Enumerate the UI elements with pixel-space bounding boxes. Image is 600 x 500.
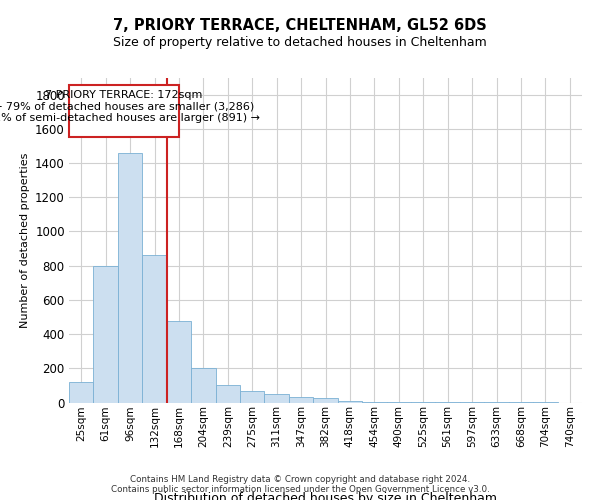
Bar (313, 398, 338, 402)
Text: Size of property relative to detached houses in Cheltenham: Size of property relative to detached ho… (113, 36, 487, 49)
Bar (69, 382, 94, 402)
FancyBboxPatch shape (69, 85, 179, 136)
Bar (118, 153, 142, 402)
X-axis label: Distribution of detached houses by size in Cheltenham: Distribution of detached houses by size … (154, 492, 497, 500)
Bar (338, 401, 362, 402)
Bar (240, 392, 265, 402)
Y-axis label: Number of detached properties: Number of detached properties (20, 152, 29, 328)
Bar (215, 386, 240, 402)
Bar (289, 396, 313, 402)
Bar (265, 394, 289, 402)
Text: 21% of semi-detached houses are larger (891) →: 21% of semi-detached houses are larger (… (0, 114, 260, 124)
Bar (94, 266, 118, 402)
Text: 7 PRIORY TERRACE: 172sqm: 7 PRIORY TERRACE: 172sqm (45, 90, 203, 101)
Bar (191, 368, 215, 402)
Bar (167, 322, 191, 402)
Text: Contains HM Land Registry data © Crown copyright and database right 2024.
Contai: Contains HM Land Registry data © Crown c… (110, 474, 490, 494)
Text: 7, PRIORY TERRACE, CHELTENHAM, GL52 6DS: 7, PRIORY TERRACE, CHELTENHAM, GL52 6DS (113, 18, 487, 32)
Text: ← 79% of detached houses are smaller (3,286): ← 79% of detached houses are smaller (3,… (0, 102, 254, 112)
Bar (142, 256, 167, 402)
